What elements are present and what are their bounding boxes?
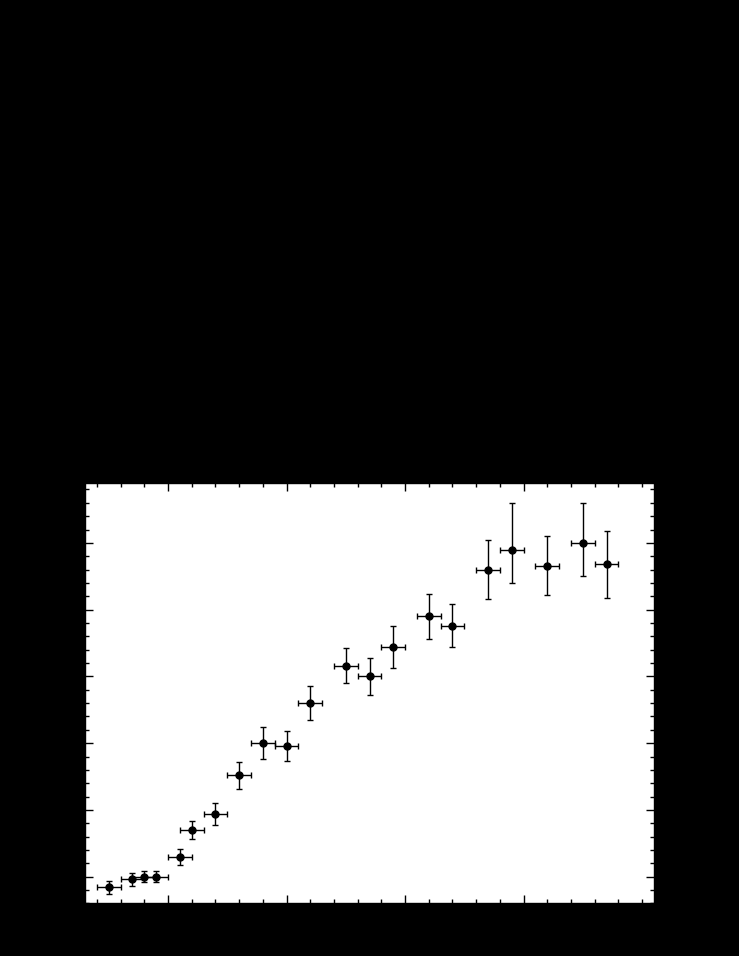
Y-axis label: Efficiency: Efficiency <box>19 647 38 739</box>
X-axis label: Reconstructed prompt energy [MeV]: Reconstructed prompt energy [MeV] <box>202 931 537 949</box>
